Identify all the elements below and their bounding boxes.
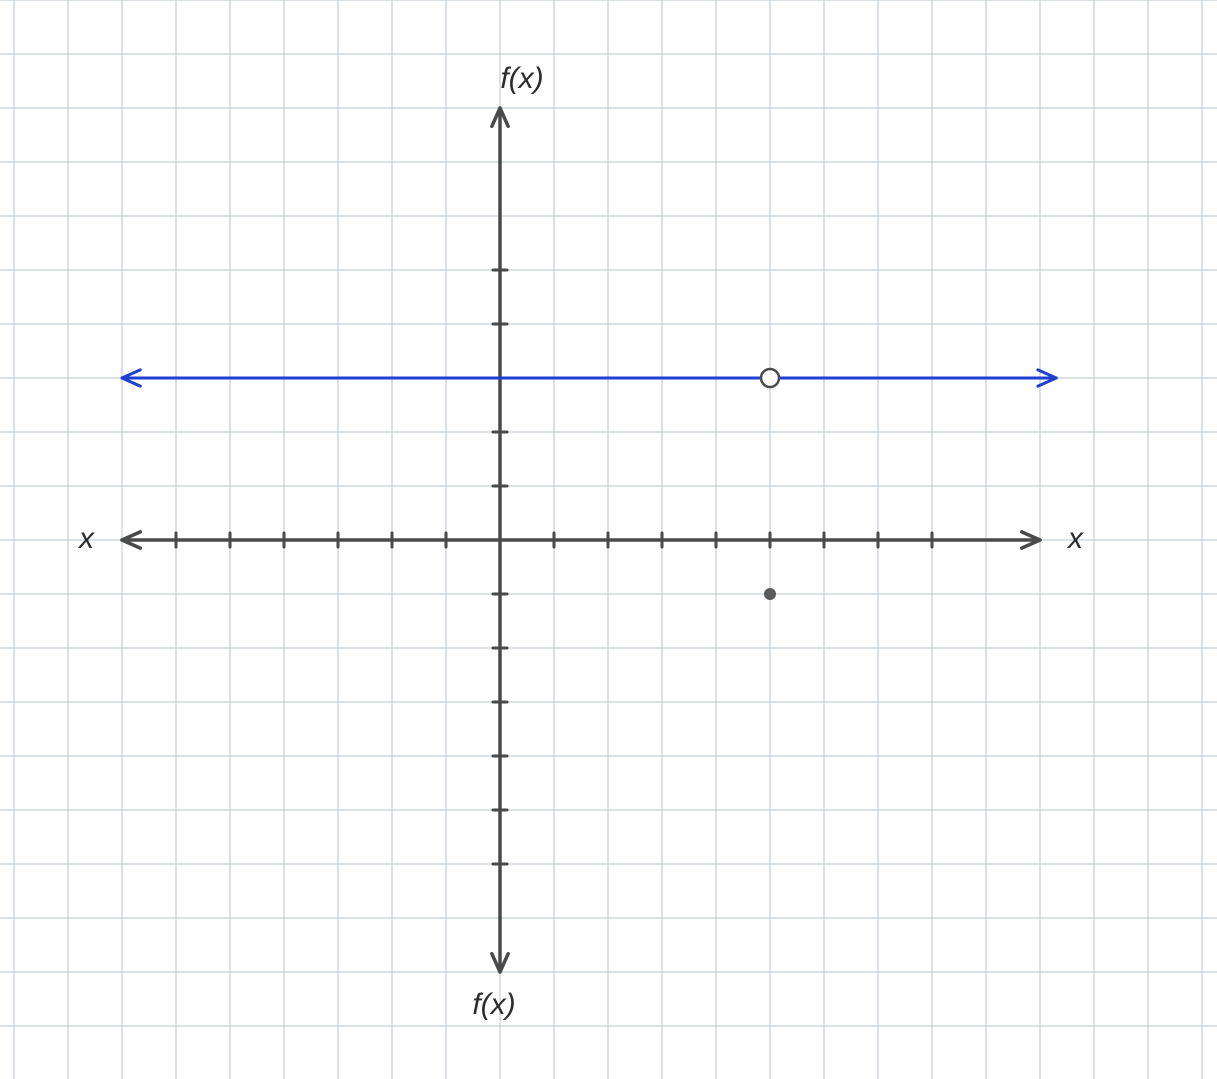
x-axis-label-left: x — [77, 522, 95, 555]
x-axis-label-right: x — [1066, 522, 1084, 555]
open-point — [761, 369, 779, 387]
y-axis-label-bottom: f(x) — [472, 988, 515, 1021]
filled-point — [764, 588, 776, 600]
y-axis-label-top: f(x) — [500, 62, 543, 95]
graph-canvas: f(x) f(x) x x — [0, 0, 1217, 1079]
